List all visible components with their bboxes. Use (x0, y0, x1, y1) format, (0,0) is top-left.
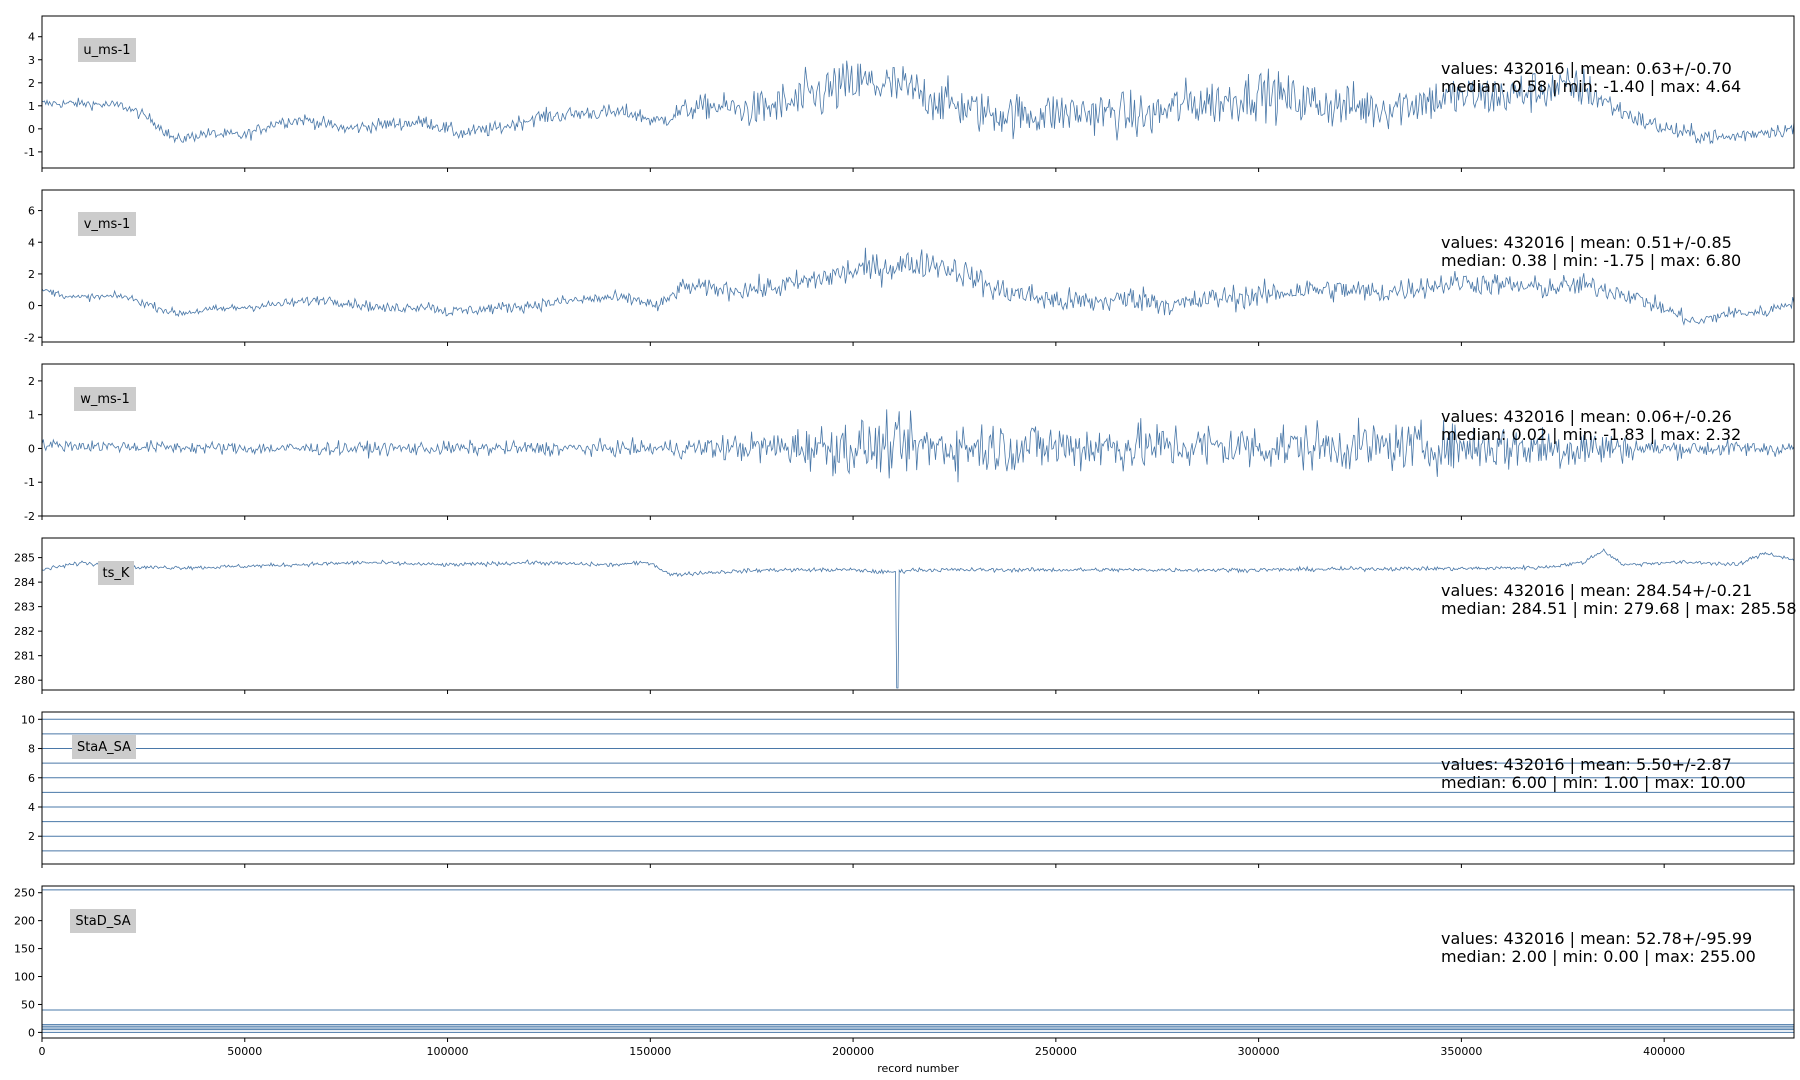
y-tick-label-u: 1 (28, 100, 35, 113)
x-tick-label: 0 (39, 1045, 46, 1058)
panel-w: -2 -1 0 1 2 values: 432016 | mean: 0.06+/-0.… (24, 363, 1795, 523)
y-tick-label-staa: 6 (28, 772, 35, 785)
panel-ts: 280 281 282 283 284 285 values: 432016 | mean… (14, 537, 1797, 694)
y-tick-label-ts: 284 (14, 576, 35, 589)
panel-v: -2 0 2 4 6 values: 432016 | mean: 0.51+/-0.8… (24, 189, 1795, 346)
y-tick-label-u: 4 (28, 31, 35, 44)
y-tick-label-v: -2 (24, 331, 35, 344)
stats-line1-stad: values: 432016 | mean: 52.78+/-95.99 (1441, 929, 1752, 948)
plot-area-staa: 2 4 6 8 10 (21, 711, 1795, 868)
y-tick-label-v: 2 (28, 268, 35, 281)
series-line-w (41, 409, 1795, 483)
plot-area-stad: 0 50 100 150 200 250 0 50000 100000 150000 200000 2… (14, 885, 1795, 1058)
axes-frame-stad (41, 885, 1795, 1039)
stats-line2-v: median: 0.38 | min: -1.75 | max: 6.80 (1441, 251, 1741, 270)
y-tick-label-stad: 100 (14, 971, 35, 984)
y-tick-label-ts: 281 (14, 650, 35, 663)
x-axis-label: record number (877, 1062, 959, 1075)
x-tick-label: 400000 (1643, 1045, 1685, 1058)
y-tick-label-u: 3 (28, 54, 35, 67)
y-tick-label-staa: 2 (28, 830, 35, 843)
y-tick-label-ts: 280 (14, 674, 35, 687)
stats-line2-ts: median: 284.51 | min: 279.68 | max: 285.… (1441, 599, 1797, 618)
y-tick-label-u: 0 (28, 123, 35, 136)
plot-area-w: -2 -1 0 1 2 (24, 363, 1795, 523)
y-tick-label-w: -1 (24, 476, 35, 489)
y-tick-label-w: 1 (28, 409, 35, 422)
x-tick-label: 350000 (1440, 1045, 1482, 1058)
series-line-u (41, 60, 1795, 145)
stats-line2-stad: median: 2.00 | min: 0.00 | max: 255.00 (1441, 947, 1756, 966)
y-tick-label-v: 0 (28, 300, 35, 313)
stats-line1-w: values: 432016 | mean: 0.06+/-0.26 (1441, 407, 1732, 426)
series-line-ts (41, 548, 1795, 689)
y-tick-label-staa: 4 (28, 801, 35, 814)
panel-stad: 0 50 100 150 200 250 0 50000 100000 150000 200000 2… (14, 885, 1795, 1058)
y-tick-label-w: -2 (24, 510, 35, 523)
y-tick-label-staa: 10 (21, 713, 35, 726)
stats-line2-u: median: 0.58 | min: -1.40 | max: 4.64 (1441, 77, 1741, 96)
y-tick-label-u: -1 (24, 146, 35, 159)
y-tick-label-w: 2 (28, 375, 35, 388)
axes-frame-u (41, 15, 1795, 169)
panel-staa: 2 4 6 8 10 values: 432016 | mean: 5.50+/-2.8… (21, 711, 1795, 868)
var-label-v: v_ms-1 (84, 217, 131, 232)
var-label-box-ts (98, 561, 134, 585)
var-label-box-stad (70, 909, 136, 933)
plot-area-v: -2 0 2 4 6 (24, 189, 1795, 346)
var-label-box-w (74, 387, 136, 411)
stats-line1-u: values: 432016 | mean: 0.63+/-0.70 (1441, 59, 1732, 78)
panel-u: -1 0 1 2 3 4 values: 432016 | mean: 0.63+/-0.… (24, 15, 1795, 172)
var-label-box-staa (72, 735, 136, 759)
var-label-box-u (78, 38, 136, 62)
var-label-u: u_ms-1 (83, 43, 130, 58)
axes-frame-staa (41, 711, 1795, 865)
y-tick-label-stad: 50 (21, 998, 35, 1011)
var-label-box-v (78, 212, 136, 236)
stats-line2-staa: median: 6.00 | min: 1.00 | max: 10.00 (1441, 773, 1746, 792)
y-tick-label-u: 2 (28, 77, 35, 90)
y-tick-label-staa: 8 (28, 743, 35, 756)
series-line-v (41, 247, 1795, 326)
x-tick-label: 250000 (1035, 1045, 1077, 1058)
y-tick-label-stad: 150 (14, 943, 35, 956)
x-tick-label: 300000 (1238, 1045, 1280, 1058)
plot-area-u: -1 0 1 2 3 4 (24, 15, 1795, 172)
axes-frame-ts (41, 537, 1795, 691)
y-tick-label-ts: 285 (14, 552, 35, 565)
var-label-staa: StaA_SA (77, 740, 131, 755)
var-label-stad: StaD_SA (75, 914, 130, 929)
stats-line1-staa: values: 432016 | mean: 5.50+/-2.87 (1441, 755, 1732, 774)
x-tick-label: 100000 (427, 1045, 469, 1058)
axes-frame-w (41, 363, 1795, 517)
y-tick-label-stad: 200 (14, 915, 35, 928)
x-tick-label: 150000 (629, 1045, 671, 1058)
stats-line2-w: median: 0.02 | min: -1.83 | max: 2.32 (1441, 425, 1741, 444)
stats-line1-ts: values: 432016 | mean: 284.54+/-0.21 (1441, 581, 1752, 600)
y-tick-label-w: 0 (28, 442, 35, 455)
var-label-w: w_ms-1 (80, 392, 130, 407)
y-tick-label-v: 6 (28, 205, 35, 218)
plot-area-ts: 280 281 282 283 284 285 (14, 537, 1795, 694)
y-tick-label-stad: 250 (14, 887, 35, 900)
y-tick-label-v: 4 (28, 236, 35, 249)
axes-frame-v (41, 189, 1795, 343)
y-tick-label-stad: 0 (28, 1026, 35, 1039)
x-tick-label: 200000 (832, 1045, 874, 1058)
stats-line1-v: values: 432016 | mean: 0.51+/-0.85 (1441, 233, 1732, 252)
y-tick-label-ts: 283 (14, 601, 35, 614)
y-tick-label-ts: 282 (14, 625, 35, 638)
var-label-ts: ts_K (103, 566, 130, 581)
x-tick-label: 50000 (227, 1045, 262, 1058)
